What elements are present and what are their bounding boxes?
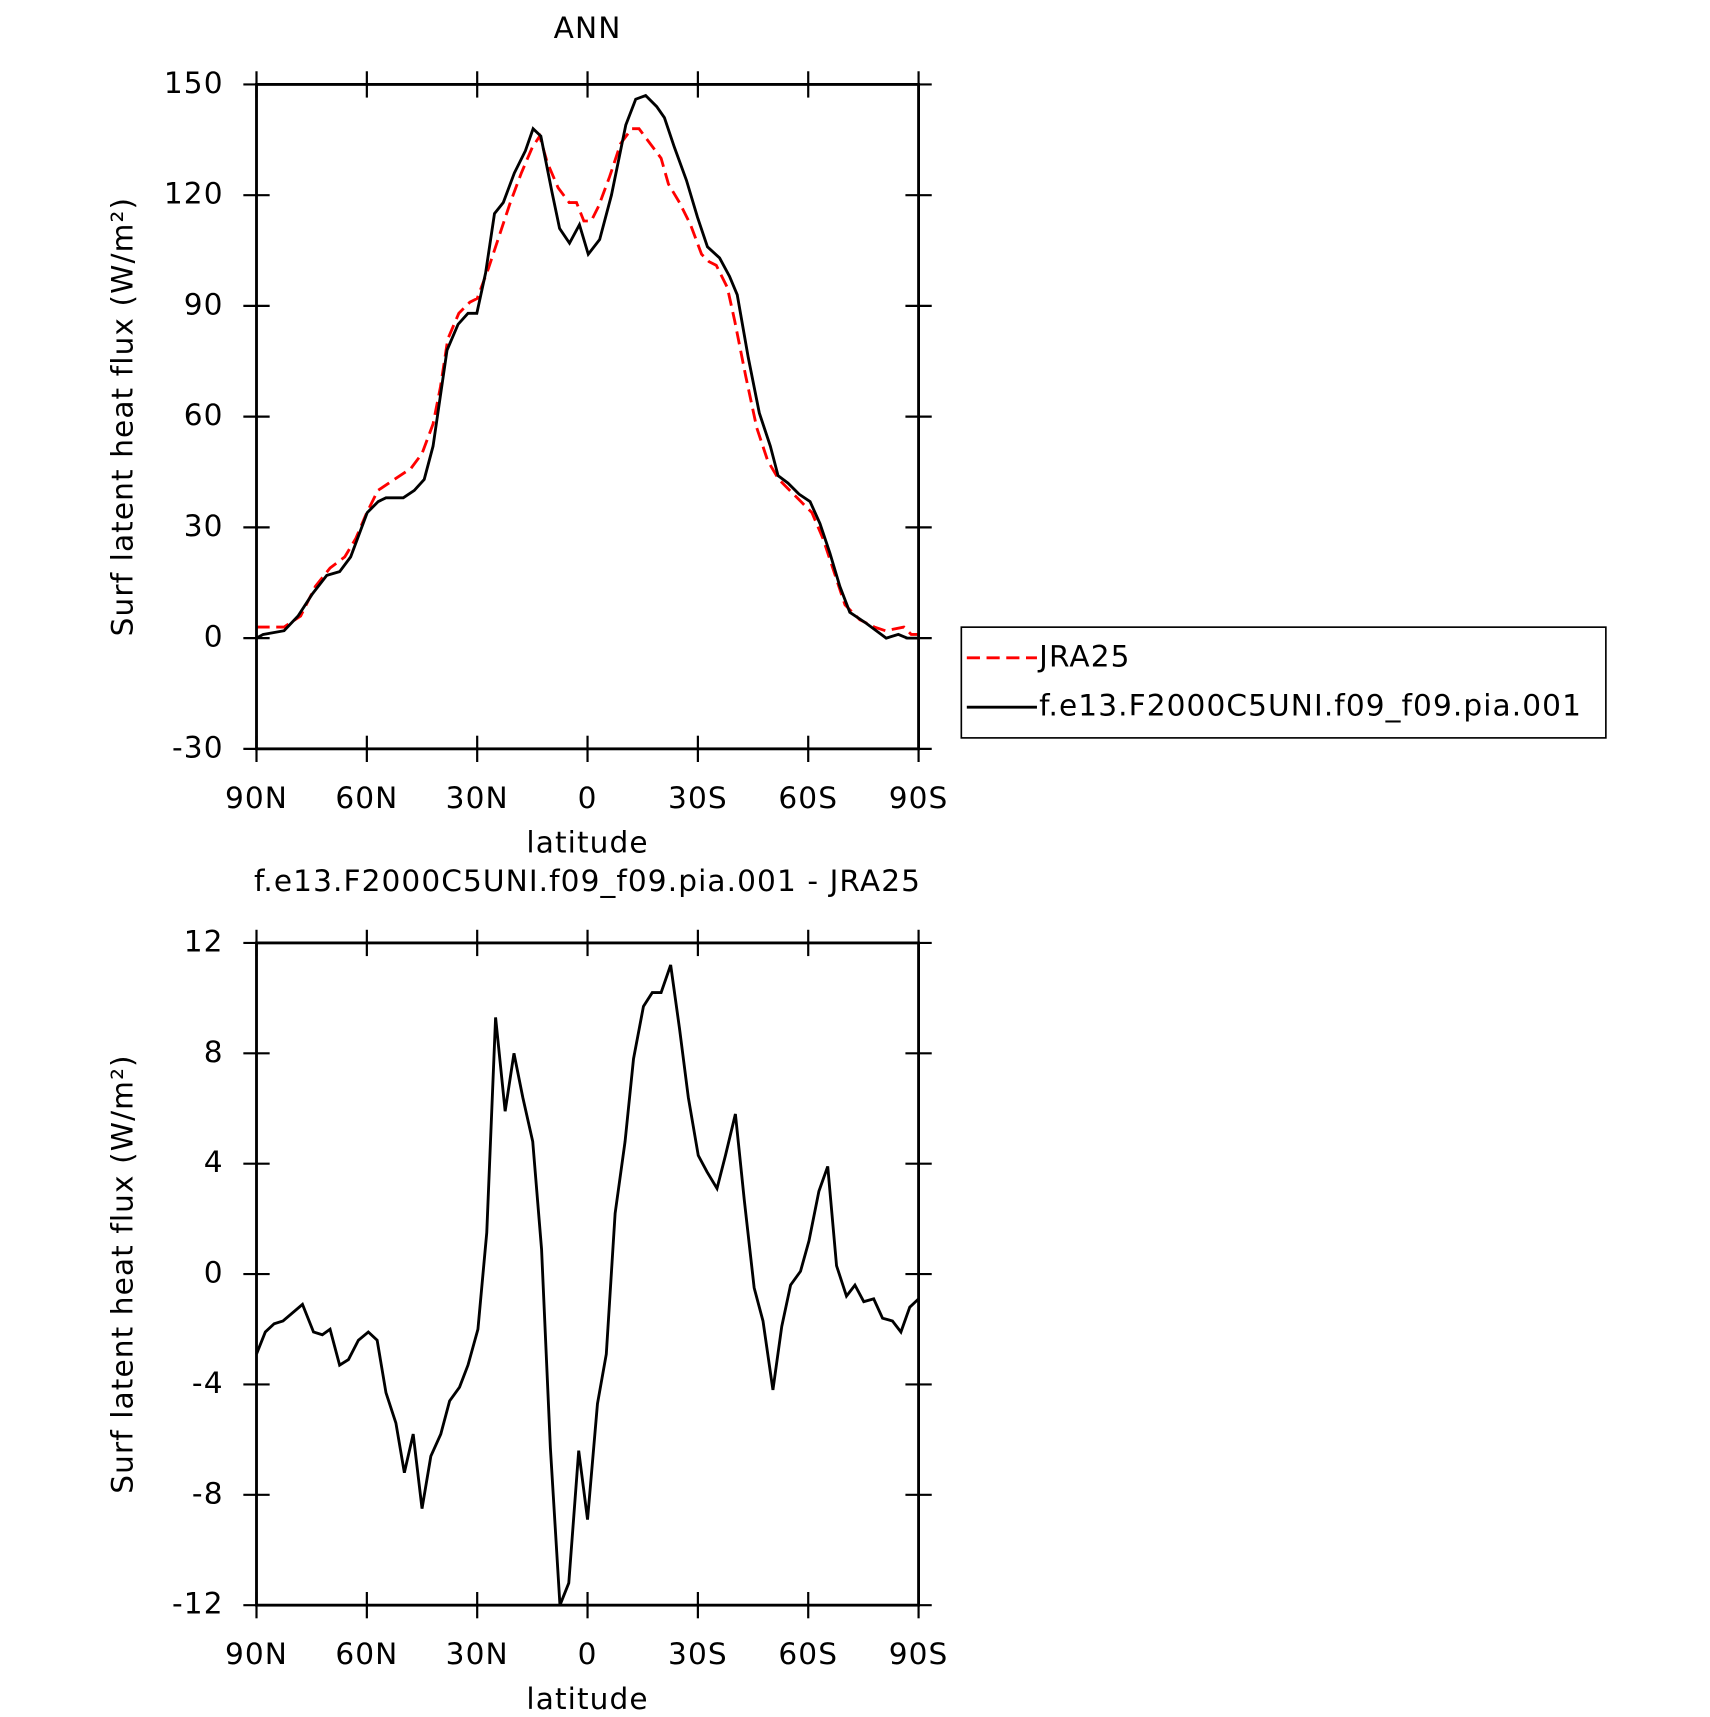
x-tick-label: 90N xyxy=(225,781,288,815)
y-tick-label: 150 xyxy=(164,66,224,100)
y-axis-label: Surf latent heat flux (W/m²) xyxy=(105,197,139,636)
y-tick-label: 0 xyxy=(204,620,224,654)
x-tick-label: 30S xyxy=(668,1637,728,1671)
chart-title: f.e13.F2000C5UNI.f09_f09.pia.001 - JRA25 xyxy=(254,864,921,898)
y-tick-label: 90 xyxy=(184,287,224,321)
legend-label: f.e13.F2000C5UNI.f09_f09.pia.001 xyxy=(1039,689,1582,723)
y-tick-label: 12 xyxy=(184,924,224,958)
y-tick-label: -12 xyxy=(172,1587,224,1621)
x-tick-label: 60N xyxy=(335,1637,398,1671)
data-line xyxy=(255,964,920,1606)
x-tick-label: 90S xyxy=(889,1637,949,1671)
y-tick-label: 30 xyxy=(184,509,224,543)
x-axis-label: latitude xyxy=(526,826,648,860)
y-tick-label: -8 xyxy=(192,1476,224,1510)
data-line xyxy=(256,127,919,636)
y-tick-label: 8 xyxy=(204,1035,224,1069)
y-tick-label: 120 xyxy=(164,177,224,211)
x-tick-label: 0 xyxy=(578,1637,598,1671)
x-tick-label: 90N xyxy=(225,1637,288,1671)
x-tick-label: 30N xyxy=(446,1637,509,1671)
x-tick-label: 60N xyxy=(335,781,398,815)
legend-label: JRA25 xyxy=(1037,639,1130,673)
y-tick-label: -30 xyxy=(172,730,224,764)
y-tick-label: -4 xyxy=(192,1366,224,1400)
plot-frame xyxy=(255,82,921,751)
x-tick-label: 60S xyxy=(778,1637,838,1671)
x-axis-label: latitude xyxy=(526,1682,648,1716)
legend-box xyxy=(960,626,1607,739)
plot-frame xyxy=(255,941,921,1607)
y-tick-label: 4 xyxy=(204,1145,224,1179)
x-tick-label: 30S xyxy=(668,781,728,815)
chart-title: ANN xyxy=(554,11,622,45)
y-axis-label: Surf latent heat flux (W/m²) xyxy=(105,1054,139,1493)
x-tick-label: 90S xyxy=(889,781,949,815)
x-tick-label: 60S xyxy=(778,781,838,815)
y-tick-label: 0 xyxy=(204,1256,224,1290)
y-tick-label: 60 xyxy=(184,398,224,432)
data-line xyxy=(255,93,919,640)
x-tick-label: 0 xyxy=(578,781,598,815)
x-tick-label: 30N xyxy=(446,781,509,815)
